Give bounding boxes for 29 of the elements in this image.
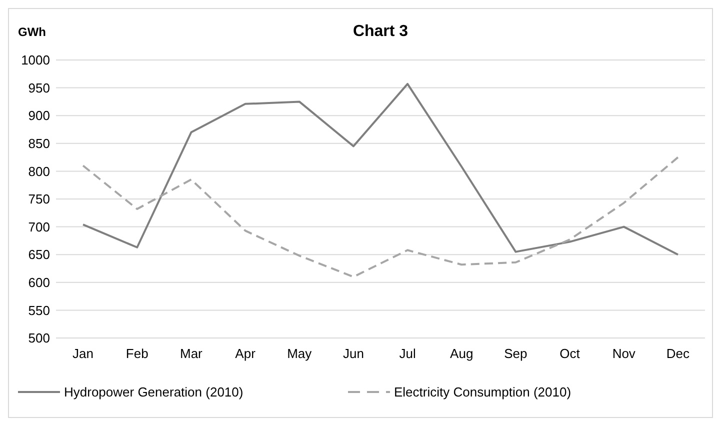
legend-label: Hydropower Generation (2010) — [64, 384, 244, 400]
y-tick-label: 950 — [28, 80, 50, 96]
x-tick-label: Feb — [126, 346, 148, 361]
y-tick-label: 650 — [28, 247, 50, 262]
x-tick-label: Jan — [72, 346, 94, 361]
x-tick-label: Sep — [504, 346, 528, 361]
x-tick-label: May — [287, 346, 312, 361]
line-series — [82, 156, 679, 278]
y-axis-title: GWh — [18, 25, 46, 39]
x-tick-label: Jul — [399, 346, 416, 361]
x-tick-label: Oct — [560, 346, 580, 361]
chart-title: Chart 3 — [352, 23, 408, 40]
x-tick-label: Aug — [450, 346, 474, 361]
x-tick-label: Dec — [666, 346, 690, 361]
line-series — [82, 82, 679, 256]
y-tick-label: 1000 — [21, 52, 50, 68]
x-tick-label: Mar — [180, 346, 204, 361]
x-tick-label: Jun — [342, 346, 364, 361]
y-tick-label: 750 — [28, 192, 50, 207]
y-tick-label: 850 — [28, 136, 50, 151]
y-tick-label: 700 — [28, 219, 50, 234]
x-tick-label: Nov — [612, 346, 636, 361]
legend-label: Electricity Consumption (2010) — [394, 384, 572, 400]
y-tick-label: 550 — [28, 302, 50, 318]
y-tick-label: 900 — [28, 108, 50, 124]
y-tick-label: 500 — [28, 330, 50, 346]
x-tick-label: Apr — [235, 346, 256, 361]
y-tick-label: 600 — [28, 274, 50, 290]
y-tick-label: 800 — [28, 164, 50, 179]
